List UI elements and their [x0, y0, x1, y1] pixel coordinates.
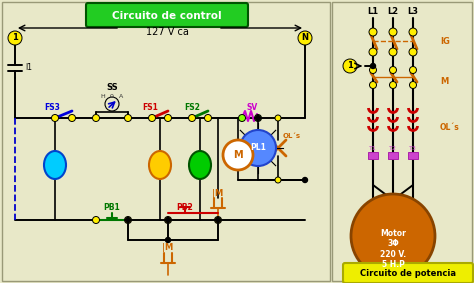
- Circle shape: [302, 177, 308, 183]
- Text: OL´s: OL´s: [440, 123, 460, 132]
- Text: FS2: FS2: [184, 102, 200, 112]
- FancyBboxPatch shape: [388, 152, 398, 159]
- Circle shape: [165, 218, 171, 222]
- Text: T3: T3: [409, 145, 417, 151]
- Ellipse shape: [189, 151, 211, 179]
- Text: Motor
3Φ
220 V.
5 H.P: Motor 3Φ 220 V. 5 H.P: [380, 229, 406, 269]
- Text: FS3: FS3: [44, 102, 60, 112]
- Circle shape: [255, 115, 261, 121]
- Circle shape: [410, 82, 417, 89]
- Circle shape: [255, 115, 262, 121]
- Circle shape: [371, 63, 375, 68]
- Circle shape: [390, 67, 396, 74]
- Text: M: M: [440, 78, 448, 87]
- Text: 127 V ca: 127 V ca: [146, 27, 189, 37]
- Circle shape: [409, 28, 417, 36]
- Circle shape: [369, 48, 377, 56]
- Circle shape: [409, 48, 417, 56]
- Ellipse shape: [149, 151, 171, 179]
- Circle shape: [125, 216, 131, 224]
- Text: SS: SS: [106, 83, 118, 93]
- Circle shape: [92, 115, 100, 121]
- Text: 1: 1: [347, 61, 353, 70]
- Circle shape: [298, 31, 312, 45]
- Circle shape: [126, 218, 130, 222]
- Circle shape: [69, 115, 75, 121]
- Circle shape: [223, 140, 253, 170]
- Circle shape: [92, 216, 100, 224]
- Text: 0: 0: [110, 95, 114, 100]
- Circle shape: [189, 115, 195, 121]
- Circle shape: [390, 82, 396, 89]
- Circle shape: [204, 115, 211, 121]
- Text: FS1: FS1: [142, 102, 158, 112]
- Circle shape: [238, 115, 246, 121]
- Circle shape: [410, 67, 417, 74]
- Circle shape: [240, 130, 276, 166]
- Text: I1: I1: [25, 63, 32, 72]
- Text: 1: 1: [12, 33, 18, 42]
- Circle shape: [125, 115, 131, 121]
- Text: SV: SV: [246, 102, 258, 112]
- Circle shape: [215, 216, 221, 224]
- Text: |M: |M: [163, 243, 173, 252]
- Circle shape: [370, 82, 376, 89]
- Text: OL´s: OL´s: [283, 133, 301, 139]
- Text: H: H: [100, 95, 105, 100]
- Text: N: N: [301, 33, 309, 42]
- FancyBboxPatch shape: [2, 2, 330, 281]
- Circle shape: [369, 28, 377, 36]
- Circle shape: [389, 48, 397, 56]
- Text: A: A: [119, 95, 123, 100]
- Circle shape: [216, 218, 220, 222]
- Text: T1: T1: [369, 145, 377, 151]
- Text: L3: L3: [408, 8, 419, 16]
- Circle shape: [164, 216, 172, 224]
- Text: IG: IG: [440, 38, 450, 46]
- FancyBboxPatch shape: [332, 2, 472, 281]
- Circle shape: [275, 177, 281, 183]
- Text: Circuito de control: Circuito de control: [112, 11, 222, 21]
- Circle shape: [343, 59, 357, 73]
- Circle shape: [370, 67, 376, 74]
- Circle shape: [389, 28, 397, 36]
- Circle shape: [164, 115, 172, 121]
- Text: PB2: PB2: [177, 203, 193, 211]
- Circle shape: [165, 237, 171, 243]
- Text: L2: L2: [387, 8, 399, 16]
- Ellipse shape: [44, 151, 66, 179]
- FancyBboxPatch shape: [343, 263, 473, 283]
- FancyBboxPatch shape: [368, 152, 378, 159]
- Circle shape: [351, 194, 435, 278]
- Circle shape: [148, 115, 155, 121]
- Text: Circuito de potencia: Circuito de potencia: [360, 269, 456, 278]
- Text: T2: T2: [389, 145, 397, 151]
- Circle shape: [52, 115, 58, 121]
- Circle shape: [8, 31, 22, 45]
- Text: M: M: [233, 150, 243, 160]
- Text: L1: L1: [367, 8, 379, 16]
- FancyBboxPatch shape: [408, 152, 418, 159]
- FancyBboxPatch shape: [86, 3, 248, 27]
- Text: |M: |M: [212, 188, 224, 198]
- Text: PL1: PL1: [250, 143, 266, 153]
- Text: PB1: PB1: [104, 203, 120, 211]
- Circle shape: [275, 115, 281, 121]
